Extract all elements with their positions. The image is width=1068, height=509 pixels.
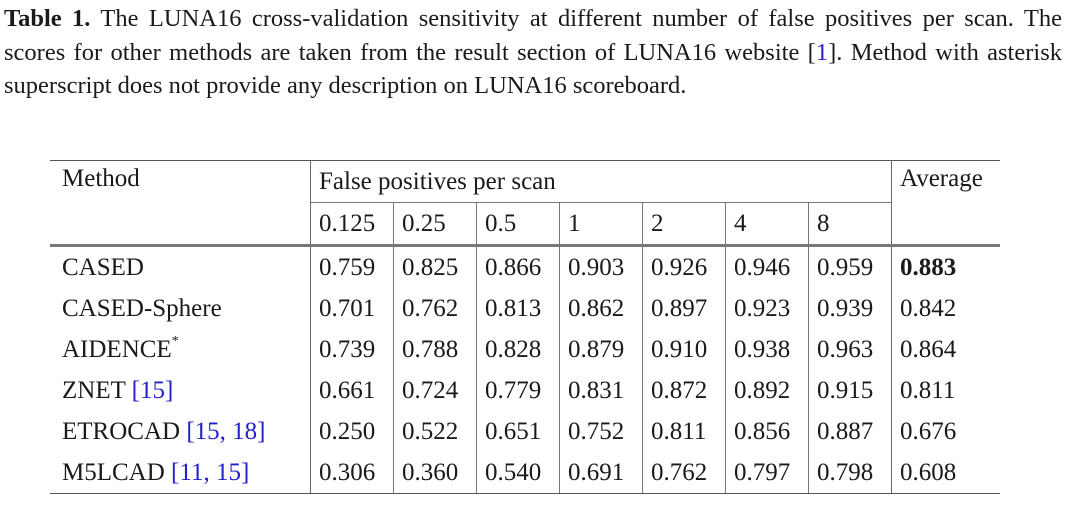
method-name: CASED <box>50 244 311 288</box>
value-cell: 0.701 <box>310 288 394 329</box>
fp-level: 0.25 <box>393 202 477 246</box>
method-citation[interactable]: [11, 15] <box>171 458 250 486</box>
value-cell: 0.923 <box>725 288 809 329</box>
value-cell: 0.939 <box>808 288 892 329</box>
method-name: ZNET <box>62 376 126 404</box>
method-name: AIDENCE <box>62 335 172 363</box>
value-cell: 0.866 <box>476 244 560 288</box>
method-name: ETROCAD <box>62 417 181 445</box>
average-cell: 0.864 <box>900 335 957 363</box>
value-cell: 0.651 <box>476 411 560 452</box>
value-cell: 0.938 <box>725 329 809 370</box>
value-cell: 0.825 <box>393 244 477 288</box>
value-cell: 0.892 <box>725 370 809 411</box>
value-cell: 0.797 <box>725 452 809 494</box>
header-false-positives: False positives per scan <box>310 160 892 203</box>
value-cell: 0.903 <box>559 244 643 288</box>
value-cell: 0.811 <box>642 411 726 452</box>
value-cell: 0.540 <box>476 452 560 494</box>
fp-level: 8 <box>808 202 892 246</box>
method-name: M5LCAD <box>62 458 165 486</box>
fp-level: 4 <box>725 202 809 246</box>
average-cell: 0.842 <box>900 294 957 322</box>
value-cell: 0.872 <box>642 370 726 411</box>
header-row: Method False positives per scan Average <box>50 160 1000 246</box>
value-cell: 0.831 <box>559 370 643 411</box>
value-cell: 0.691 <box>559 452 643 494</box>
method-name-cell: ETROCAD [15, 18] <box>50 411 311 452</box>
value-cell: 0.856 <box>725 411 809 452</box>
fp-level: 0.125 <box>310 202 394 246</box>
value-cell: 0.752 <box>559 411 643 452</box>
value-cell: 0.798 <box>808 452 892 494</box>
method-citation[interactable]: [15, 18] <box>186 417 266 445</box>
fp-level: 2 <box>642 202 726 246</box>
value-cell: 0.963 <box>808 329 892 370</box>
value-cell: 0.946 <box>725 244 809 288</box>
value-cell: 0.915 <box>808 370 892 411</box>
value-cell: 0.862 <box>559 288 643 329</box>
table-row: ETROCAD [15, 18] 0.250 0.522 0.651 0.752… <box>50 411 1000 452</box>
value-cell: 0.926 <box>642 244 726 288</box>
fp-level: 1 <box>559 202 643 246</box>
value-cell: 0.360 <box>393 452 477 494</box>
value-cell: 0.522 <box>393 411 477 452</box>
value-cell: 0.724 <box>393 370 477 411</box>
table-row: CASED-Sphere 0.701 0.762 0.813 0.862 0.8… <box>50 288 1000 329</box>
average-cell-best: 0.883 <box>891 244 1000 288</box>
value-cell: 0.813 <box>476 288 560 329</box>
fp-level: 0.5 <box>476 202 560 246</box>
method-name: CASED-Sphere <box>50 288 311 329</box>
value-cell: 0.759 <box>310 244 394 288</box>
table-row: CASED 0.759 0.825 0.866 0.903 0.926 0.94… <box>50 244 1000 288</box>
caption-text: The LUNA16 cross-validation sensitivity … <box>4 5 1062 66</box>
value-cell: 0.762 <box>642 452 726 494</box>
value-cell: 0.250 <box>310 411 394 452</box>
value-cell: 0.306 <box>310 452 394 494</box>
table-row: AIDENCE* 0.739 0.788 0.828 0.879 0.910 0… <box>50 329 1000 370</box>
asterisk-superscript: * <box>171 333 179 349</box>
value-cell: 0.879 <box>559 329 643 370</box>
average-cell: 0.608 <box>891 452 1000 494</box>
value-cell: 0.788 <box>393 329 477 370</box>
value-cell: 0.828 <box>476 329 560 370</box>
value-cell: 0.887 <box>808 411 892 452</box>
header-method: Method <box>50 160 311 246</box>
caption-cite-open: [ <box>807 38 816 66</box>
caption-text-end: . Method with asterisk superscript does … <box>4 38 1062 100</box>
value-cell: 0.739 <box>310 329 394 370</box>
table-caption: Table 1. The LUNA16 cross-validation sen… <box>4 2 1062 103</box>
header-average: Average <box>891 160 1000 246</box>
results-table: Method False positives per scan Average … <box>50 160 1000 494</box>
table-row: M5LCAD [11, 15] 0.306 0.360 0.540 0.691 … <box>50 452 1000 494</box>
value-cell: 0.897 <box>642 288 726 329</box>
method-name-cell: AIDENCE* <box>50 329 311 370</box>
method-name-cell: M5LCAD [11, 15] <box>50 452 311 494</box>
table-row: ZNET [15] 0.661 0.724 0.779 0.831 0.872 … <box>50 370 1000 411</box>
average-cell: 0.676 <box>900 417 957 445</box>
average-cell: 0.811 <box>900 376 956 404</box>
fp-levels-row: 0.125 0.25 0.5 1 2 4 8 <box>50 202 1000 246</box>
value-cell: 0.762 <box>393 288 477 329</box>
value-cell: 0.661 <box>310 370 394 411</box>
value-cell: 0.779 <box>476 370 560 411</box>
caption-cite-close: ] <box>828 38 837 66</box>
method-citation[interactable]: [15] <box>131 376 174 404</box>
method-name-cell: ZNET [15] <box>50 370 311 411</box>
caption-label: Table 1. <box>4 5 91 32</box>
value-cell: 0.959 <box>808 244 892 288</box>
citation-link[interactable]: 1 <box>815 38 829 66</box>
value-cell: 0.910 <box>642 329 726 370</box>
